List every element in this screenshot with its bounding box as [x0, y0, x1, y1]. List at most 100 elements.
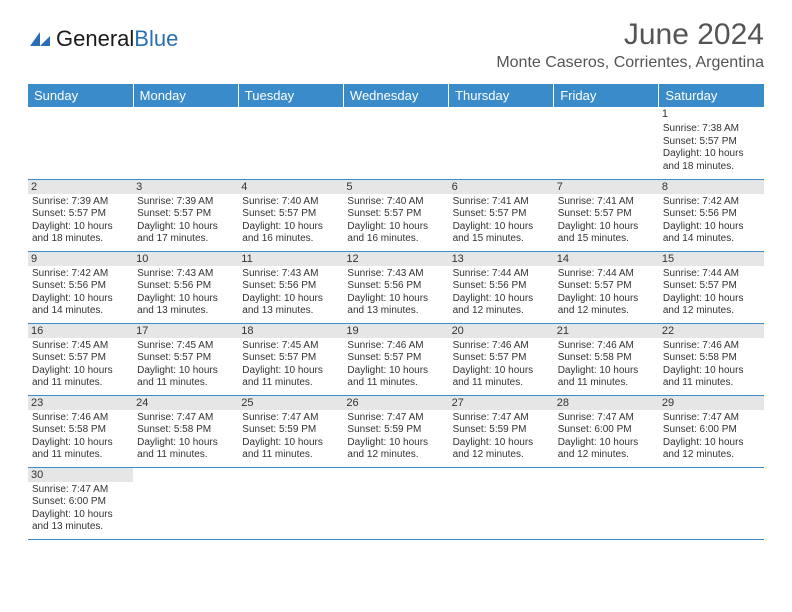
day-number: 6	[449, 180, 554, 194]
day-number: 22	[659, 324, 764, 338]
calendar-week: 23Sunrise: 7:46 AMSunset: 5:58 PMDayligh…	[28, 395, 764, 467]
day-number: 19	[343, 324, 448, 338]
sunset: Sunset: 5:57 PM	[453, 208, 550, 221]
calendar-day: 1 Sunrise: 7:38 AMSunset: 5:57 PMDaylight…	[659, 107, 764, 179]
daylight-line1: Daylight: 10 hours	[32, 437, 129, 450]
day-info: Sunrise: 7:43 AMSunset: 5:56 PMDaylight:…	[242, 268, 339, 318]
day-number: 14	[554, 252, 659, 266]
day-info: Sunrise: 7:44 AMSunset: 5:57 PMDaylight:…	[558, 268, 655, 318]
calendar-day: 5Sunrise: 7:40 AMSunset: 5:57 PMDaylight…	[343, 179, 448, 251]
daylight-line2: and 11 minutes.	[453, 377, 550, 390]
calendar-day	[133, 107, 238, 179]
day-number: 13	[449, 252, 554, 266]
calendar-day: 8Sunrise: 7:42 AMSunset: 5:56 PMDaylight…	[659, 179, 764, 251]
calendar-page: GeneralBlue June 2024 Monte Caseros, Cor…	[0, 0, 792, 558]
sunrise: Sunrise: 7:47 AM	[453, 412, 550, 425]
day-info: Sunrise: 7:45 AMSunset: 5:57 PMDaylight:…	[32, 340, 129, 390]
day-info: Sunrise: 7:47 AMSunset: 5:59 PMDaylight:…	[242, 412, 339, 462]
sunset: Sunset: 5:56 PM	[663, 208, 760, 221]
daylight-line1: Daylight: 10 hours	[347, 221, 444, 234]
calendar-day: 17Sunrise: 7:45 AMSunset: 5:57 PMDayligh…	[133, 323, 238, 395]
sunrise: Sunrise: 7:46 AM	[558, 340, 655, 353]
calendar-day: 22Sunrise: 7:46 AMSunset: 5:58 PMDayligh…	[659, 323, 764, 395]
calendar-day: 18Sunrise: 7:45 AMSunset: 5:57 PMDayligh…	[238, 323, 343, 395]
sunset: Sunset: 5:56 PM	[347, 280, 444, 293]
day-info: Sunrise: 7:47 AMSunset: 5:59 PMDaylight:…	[453, 412, 550, 462]
daylight-line1: Daylight: 10 hours	[558, 437, 655, 450]
daylight-line2: and 12 minutes.	[558, 449, 655, 462]
daylight-line1: Daylight: 10 hours	[558, 221, 655, 234]
sunset: Sunset: 5:58 PM	[663, 352, 760, 365]
daylight-line2: and 13 minutes.	[347, 305, 444, 318]
day-info: Sunrise: 7:40 AMSunset: 5:57 PMDaylight:…	[242, 196, 339, 246]
calendar-day: 25Sunrise: 7:47 AMSunset: 5:59 PMDayligh…	[238, 395, 343, 467]
calendar-day: 16 Sunrise: 7:45 AMSunset: 5:57 PMDayligh…	[28, 323, 133, 395]
logo-text: GeneralBlue	[56, 26, 178, 52]
daylight-line1: Daylight: 10 hours	[663, 365, 760, 378]
daylight-line1: Daylight: 10 hours	[32, 365, 129, 378]
day-number: 9	[28, 252, 133, 266]
sunset: Sunset: 5:57 PM	[558, 280, 655, 293]
day-number: 4	[238, 180, 343, 194]
sunrise: Sunrise: 7:47 AM	[137, 412, 234, 425]
day-number: 24	[133, 396, 238, 410]
daylight-line2: and 13 minutes.	[32, 521, 129, 534]
sunrise: Sunrise: 7:47 AM	[663, 412, 760, 425]
header: GeneralBlue June 2024 Monte Caseros, Cor…	[28, 18, 764, 80]
sunset: Sunset: 5:59 PM	[347, 424, 444, 437]
calendar-day: 26Sunrise: 7:47 AMSunset: 5:59 PMDayligh…	[343, 395, 448, 467]
daylight-line1: Daylight: 10 hours	[663, 293, 760, 306]
sunset: Sunset: 5:57 PM	[32, 352, 129, 365]
day-number: 21	[554, 324, 659, 338]
sunset: Sunset: 5:56 PM	[242, 280, 339, 293]
day-info: Sunrise: 7:47 AMSunset: 6:00 PMDaylight:…	[558, 412, 655, 462]
sunrise: Sunrise: 7:47 AM	[347, 412, 444, 425]
sunrise: Sunrise: 7:45 AM	[137, 340, 234, 353]
day-number: 16	[28, 324, 133, 338]
daylight-line2: and 13 minutes.	[137, 305, 234, 318]
day-number: 12	[343, 252, 448, 266]
day-info: Sunrise: 7:47 AMSunset: 5:59 PMDaylight:…	[347, 412, 444, 462]
day-info: Sunrise: 7:43 AMSunset: 5:56 PMDaylight:…	[137, 268, 234, 318]
day-info: Sunrise: 7:38 AMSunset: 5:57 PMDaylight:…	[663, 123, 760, 173]
calendar-day: 7Sunrise: 7:41 AMSunset: 5:57 PMDaylight…	[554, 179, 659, 251]
calendar-day	[133, 467, 238, 539]
calendar-day: 27 Sunrise: 7:47 AMSunset: 5:59 PMDayligh…	[449, 395, 554, 467]
daylight-line1: Daylight: 10 hours	[242, 437, 339, 450]
day-info: Sunrise: 7:44 AMSunset: 5:56 PMDaylight:…	[453, 268, 550, 318]
daylight-line2: and 18 minutes.	[32, 233, 129, 246]
calendar-day: 19 Sunrise: 7:46 AMSunset: 5:57 PMDayligh…	[343, 323, 448, 395]
daylight-line2: and 12 minutes.	[453, 449, 550, 462]
sunset: Sunset: 5:56 PM	[137, 280, 234, 293]
day-number: 2	[28, 180, 133, 194]
sunrise: Sunrise: 7:44 AM	[453, 268, 550, 281]
day-info: Sunrise: 7:46 AMSunset: 5:58 PMDaylight:…	[558, 340, 655, 390]
day-info: Sunrise: 7:47 AMSunset: 6:00 PMDaylight:…	[663, 412, 760, 462]
month-title: June 2024	[496, 18, 764, 52]
daylight-line1: Daylight: 10 hours	[663, 437, 760, 450]
daylight-line1: Daylight: 10 hours	[242, 221, 339, 234]
sunrise: Sunrise: 7:39 AM	[32, 196, 129, 209]
day-number: 27	[449, 396, 554, 410]
daylight-line2: and 11 minutes.	[242, 449, 339, 462]
logo-general: General	[56, 26, 134, 51]
day-number: 5	[343, 180, 448, 194]
weekday-header: Saturday	[659, 84, 764, 107]
sunset: Sunset: 6:00 PM	[663, 424, 760, 437]
daylight-line2: and 14 minutes.	[663, 233, 760, 246]
calendar-day	[238, 107, 343, 179]
day-number: 29	[659, 396, 764, 410]
daylight-line2: and 12 minutes.	[558, 305, 655, 318]
day-info: Sunrise: 7:46 AMSunset: 5:57 PMDaylight:…	[347, 340, 444, 390]
daylight-line1: Daylight: 10 hours	[242, 365, 339, 378]
calendar-day	[554, 467, 659, 539]
day-info: Sunrise: 7:42 AMSunset: 5:56 PMDaylight:…	[32, 268, 129, 318]
day-info: Sunrise: 7:43 AMSunset: 5:56 PMDaylight:…	[347, 268, 444, 318]
daylight-line2: and 11 minutes.	[32, 449, 129, 462]
day-number: 1	[659, 107, 764, 121]
sunset: Sunset: 5:56 PM	[453, 280, 550, 293]
daylight-line2: and 16 minutes.	[347, 233, 444, 246]
weekday-header: Sunday	[28, 84, 133, 107]
calendar-day: 30Sunrise: 7:47 AMSunset: 6:00 PMDayligh…	[28, 467, 133, 539]
day-info: Sunrise: 7:45 AMSunset: 5:57 PMDaylight:…	[137, 340, 234, 390]
